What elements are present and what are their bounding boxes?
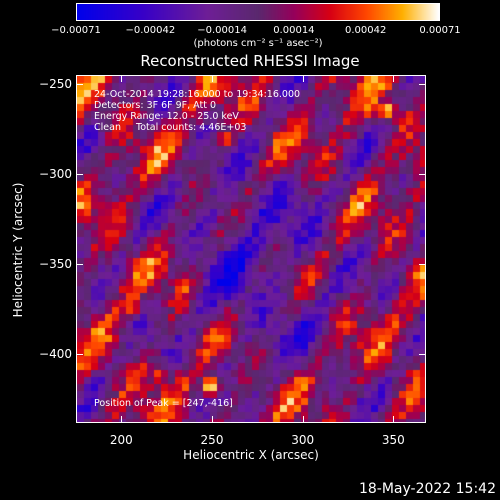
method-counts-annotation: Clean Total counts: 4.46E+03 (94, 122, 247, 133)
x-tick-mark (393, 416, 395, 423)
colorbar-tick-label: 0.00071 (419, 25, 461, 36)
colorbar-tick-label: −0.00071 (51, 25, 101, 36)
x-tick-mark (212, 75, 213, 82)
y-tick-mark (76, 174, 83, 176)
y-tick-mark (76, 354, 83, 356)
x-tick-mark (121, 75, 123, 82)
time-range-annotation: 24-Oct-2014 19:28:16.000 to 19:34:16.000 (94, 89, 301, 100)
colorbar-tick-label: 0.00014 (273, 25, 315, 36)
chart-title: Reconstructed RHESSI Image (140, 52, 360, 70)
y-tick-mark (419, 354, 426, 356)
y-tick-mark (419, 174, 426, 176)
x-axis-label: Heliocentric X (arcsec) (183, 448, 319, 462)
y-tick-label: −350 (39, 257, 72, 272)
colorbar-tick-label: −0.00014 (197, 25, 247, 36)
y-tick-mark (76, 84, 83, 85)
y-tick-mark (419, 84, 426, 85)
colorbar (76, 3, 440, 21)
colorbar-units: (photons cm⁻² s⁻¹ asec⁻²) (193, 38, 323, 49)
x-tick-label: 300 (291, 433, 315, 447)
x-tick-mark (212, 416, 213, 423)
x-tick-label: 350 (381, 433, 405, 447)
x-tick-mark (121, 416, 123, 423)
x-tick-label: 250 (200, 433, 224, 447)
detectors-annotation: Detectors: 3F 6F 9F, Att 0 (94, 100, 217, 111)
x-tick-mark (302, 75, 304, 82)
x-tick-mark (302, 416, 304, 423)
y-tick-mark (76, 264, 83, 266)
plot-area: 24-Oct-2014 19:28:16.000 to 19:34:16.000… (76, 75, 426, 423)
footer-timestamp: 18-May-2022 15:42 (358, 481, 496, 497)
y-axis-label: Heliocentric Y (arcsec) (11, 182, 25, 318)
peak-position-annotation: Position of Peak = [247,-416] (94, 398, 233, 409)
x-tick-label: 200 (109, 433, 133, 447)
y-tick-label: −300 (39, 167, 72, 182)
energy-range-annotation: Energy Range: 12.0 - 25.0 keV (94, 111, 239, 122)
colorbar-tick-label: −0.00042 (125, 25, 176, 36)
y-tick-mark (419, 264, 426, 266)
x-tick-mark (393, 75, 395, 82)
y-tick-label: −400 (39, 347, 72, 362)
y-tick-label: −250 (39, 77, 72, 91)
heatmap-image (77, 76, 425, 422)
colorbar-tick-label: 0.00042 (344, 25, 387, 36)
